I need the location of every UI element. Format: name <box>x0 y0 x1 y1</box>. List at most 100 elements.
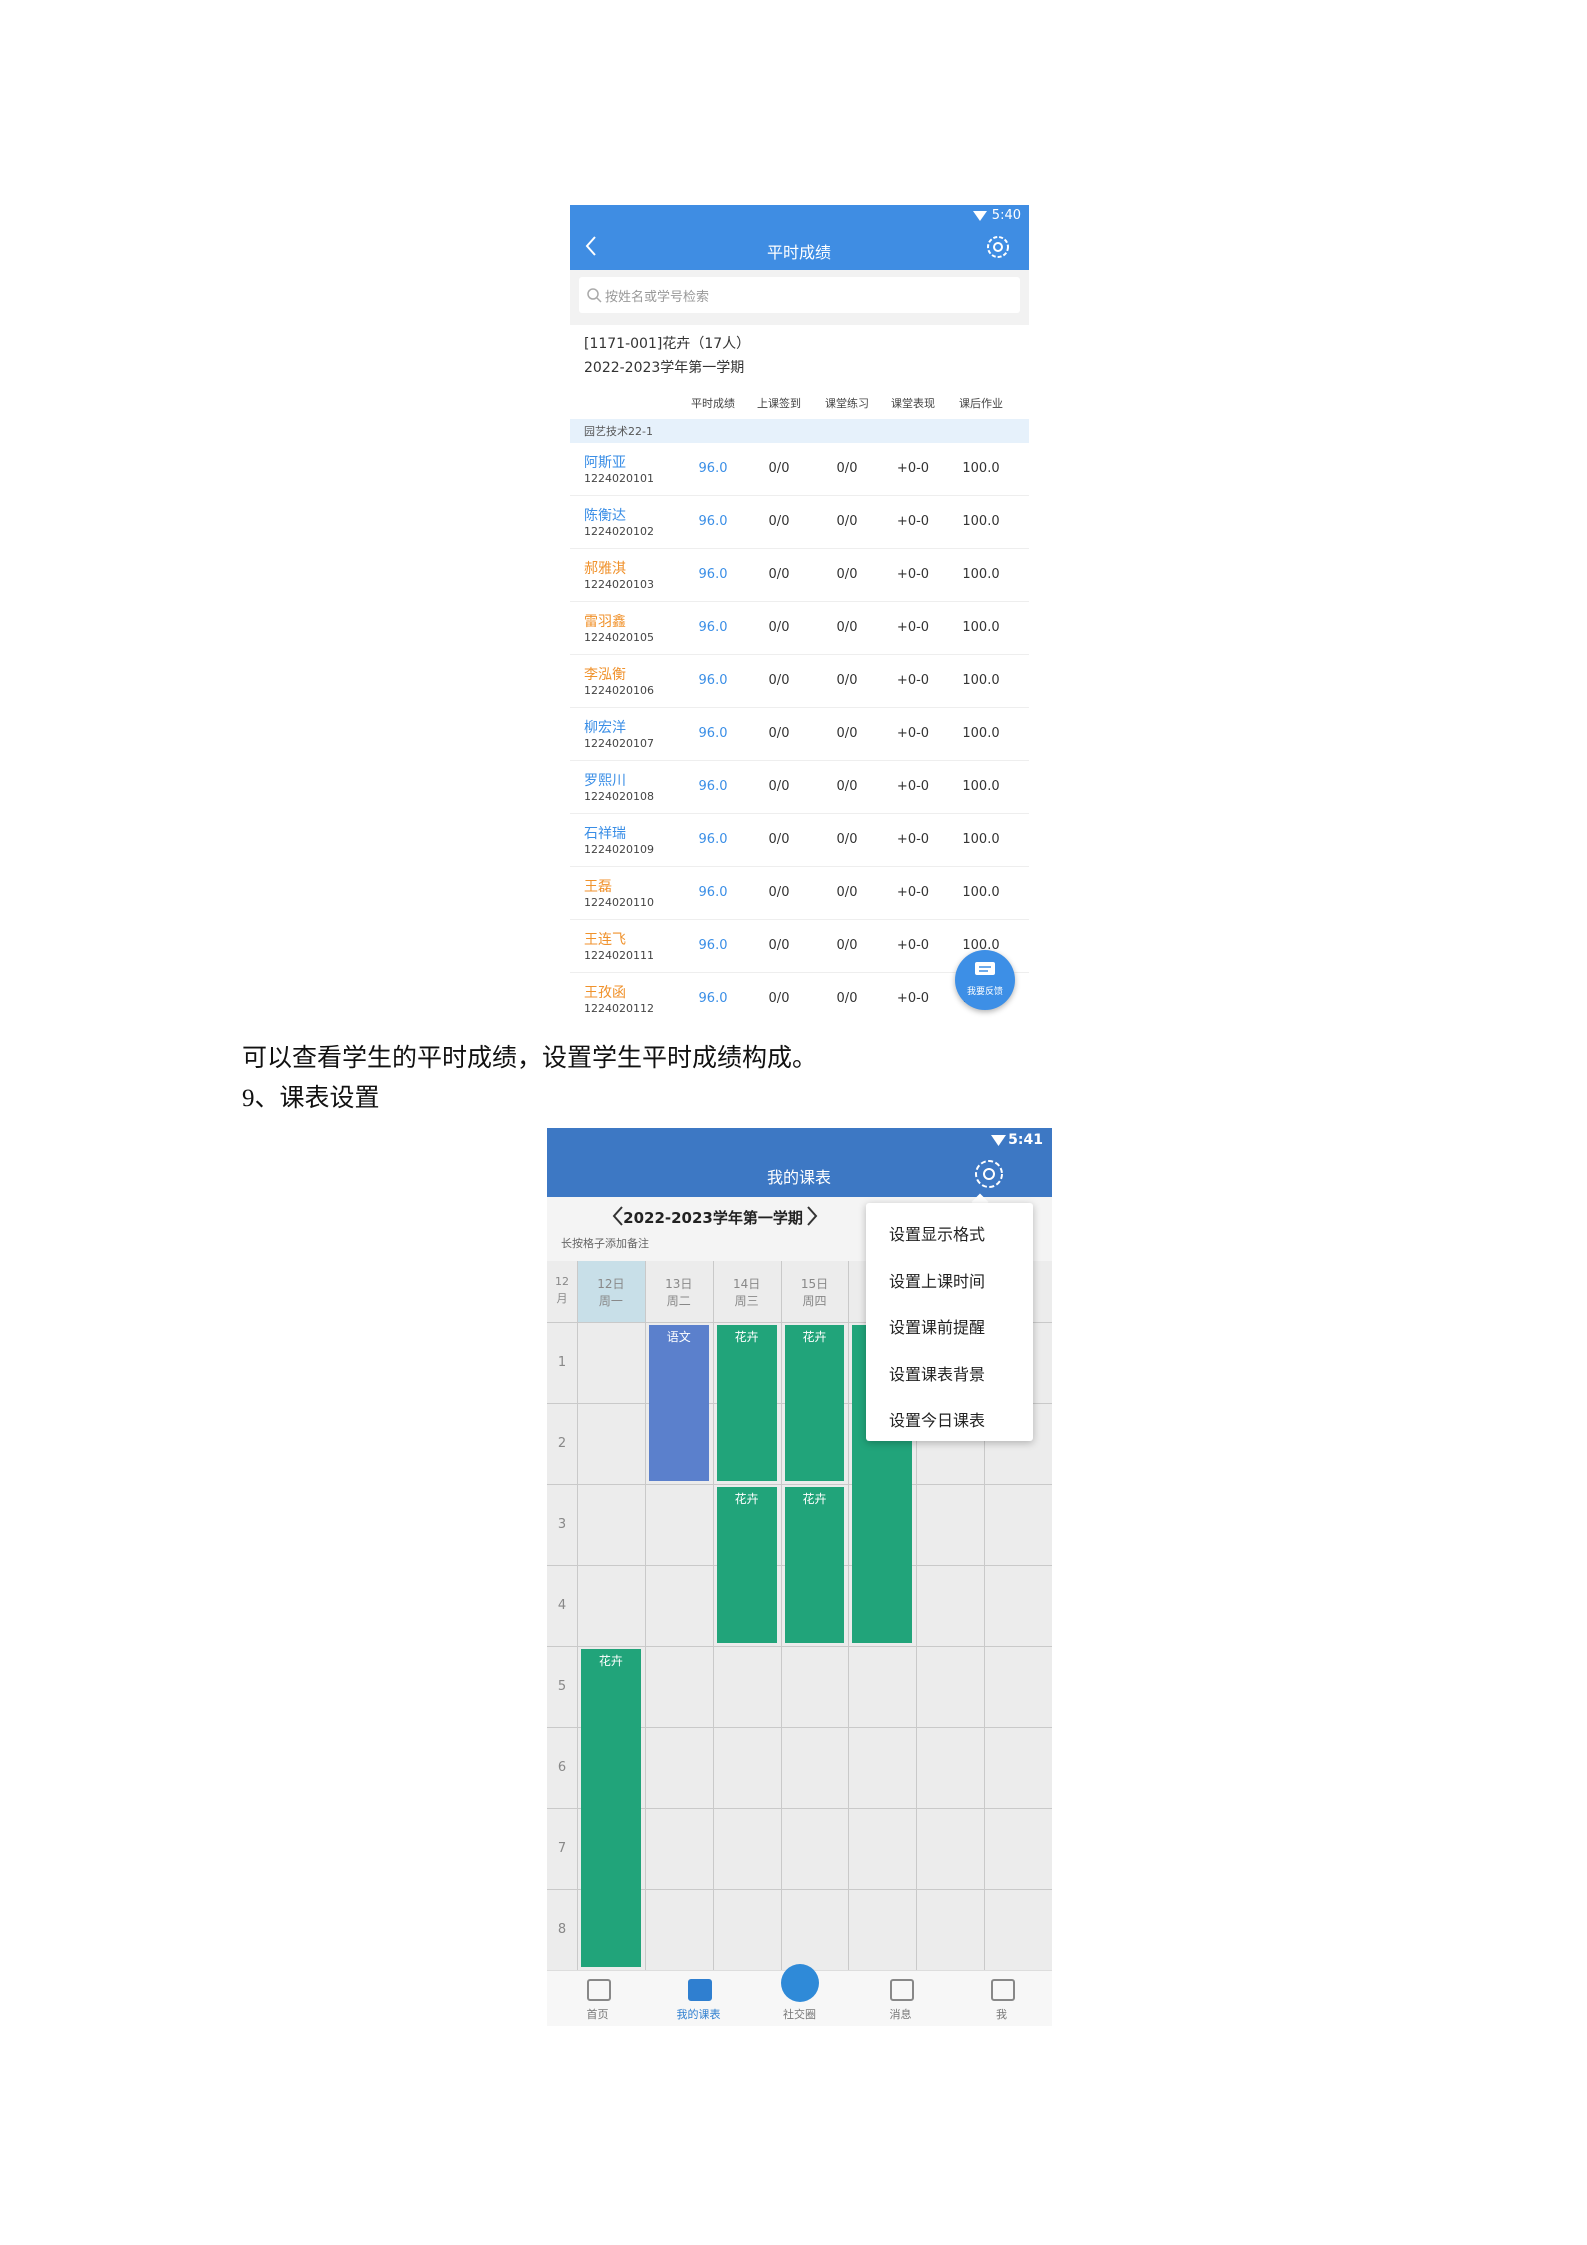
score-cell: 96.0 <box>698 620 728 635</box>
student-name[interactable]: 柳宏洋 <box>584 720 626 736</box>
term: 2022-2023学年第一学期 <box>623 1209 803 1227</box>
student-name[interactable]: 雷羽鑫 <box>584 614 626 630</box>
student-id: 1224020108 <box>584 790 654 803</box>
course-block[interactable]: 花卉 <box>716 1325 777 1481</box>
course-block[interactable]: 花卉 <box>784 1325 845 1481</box>
student-name[interactable]: 郝雅淇 <box>584 561 626 577</box>
prev-term[interactable] <box>611 1205 625 1227</box>
student-id: 1224020102 <box>584 525 654 538</box>
feedback-icon <box>975 962 995 975</box>
score-cell: 96.0 <box>698 938 728 953</box>
grid-line <box>644 1261 646 1970</box>
score-cell: 0/0 <box>836 567 858 582</box>
section-heading: 9、课表设置 <box>242 1085 380 1112</box>
group-bar <box>570 419 1029 443</box>
period-number: 8 <box>557 1922 567 1937</box>
wifi-icon <box>991 1135 1006 1146</box>
course-block[interactable]: 花卉 <box>716 1487 777 1643</box>
row-divider <box>570 601 1029 602</box>
day-date: 13日 <box>665 1277 693 1291</box>
student-id: 1224020105 <box>584 631 654 644</box>
course-block[interactable]: 花卉 <box>581 1649 641 1967</box>
student-name[interactable]: 石祥瑞 <box>584 826 626 842</box>
score-cell: 0/0 <box>768 726 790 741</box>
period-number: 5 <box>557 1679 567 1694</box>
student-id: 1224020106 <box>584 684 654 697</box>
course-info: [1171-001]花卉（17人） <box>584 336 751 352</box>
tab-label[interactable]: 首页 <box>586 2008 609 2021</box>
score-cell: 96.0 <box>698 885 728 900</box>
course-block[interactable]: 语文 <box>648 1325 709 1481</box>
menu-item[interactable]: 设置显示格式 <box>889 1225 986 1244</box>
screen-title: 平时成绩 <box>766 243 832 262</box>
feedback-label: 我要反馈 <box>966 987 1004 997</box>
app-header <box>547 1128 1052 1197</box>
student-name[interactable]: 王磊 <box>584 879 612 895</box>
score-cell: 96.0 <box>698 461 728 476</box>
score-cell: 0/0 <box>836 991 858 1006</box>
search-icon <box>587 288 602 303</box>
search-box[interactable] <box>579 277 1020 313</box>
student-name[interactable]: 李泓衡 <box>584 667 626 683</box>
back-button[interactable] <box>584 235 598 257</box>
score-cell: 100.0 <box>962 514 1000 529</box>
tab-label[interactable]: 社交圈 <box>783 2008 816 2021</box>
tab-icon[interactable] <box>687 1979 712 2001</box>
grid-line <box>577 1261 578 1970</box>
next-term[interactable] <box>805 1205 819 1227</box>
tab-label[interactable]: 消息 <box>889 2008 912 2021</box>
course-name: 花卉 <box>802 1492 827 1506</box>
status-time: 5:40 <box>991 208 1021 223</box>
student-id: 1224020109 <box>584 843 654 856</box>
score-cell: 0/0 <box>836 461 858 476</box>
settings-button[interactable] <box>972 1157 1006 1191</box>
score-cell: 0/0 <box>768 514 790 529</box>
period-number: 2 <box>557 1436 567 1451</box>
course-name: 语文 <box>666 1330 691 1344</box>
course-block[interactable]: 花卉 <box>784 1487 845 1643</box>
score-cell: 0/0 <box>768 885 790 900</box>
menu-item[interactable]: 设置课前提醒 <box>889 1318 986 1337</box>
feedback-button[interactable] <box>955 950 1015 1010</box>
row-divider <box>570 760 1029 761</box>
score-cell: +0-0 <box>896 567 930 582</box>
app-header <box>570 205 1029 270</box>
score-cell: 0/0 <box>836 726 858 741</box>
period-number: 4 <box>557 1598 567 1613</box>
score-cell: 0/0 <box>768 938 790 953</box>
student-id: 1224020112 <box>584 1002 654 1015</box>
row-divider <box>570 972 1029 973</box>
score-cell: 0/0 <box>768 991 790 1006</box>
caption: 可以查看学生的平时成绩，设置学生平时成绩构成。 <box>242 1045 818 1072</box>
score-cell: 96.0 <box>698 832 728 847</box>
score-cell: 100.0 <box>962 461 1000 476</box>
tab-icon[interactable] <box>586 1979 611 2001</box>
period-number: 7 <box>557 1841 567 1856</box>
grid-line <box>916 1261 918 1970</box>
score-cell: 96.0 <box>698 514 728 529</box>
tab-center-circle[interactable] <box>780 1964 819 2002</box>
day-weekday: 周一 <box>598 1294 623 1308</box>
score-cell: 100.0 <box>962 567 1000 582</box>
settings-button[interactable] <box>984 233 1012 261</box>
student-name[interactable]: 王连飞 <box>584 932 626 948</box>
tab-label[interactable]: 我 <box>996 2008 1007 2021</box>
student-name[interactable]: 陈衡达 <box>584 508 626 524</box>
period-number: 1 <box>557 1355 567 1370</box>
menu-item[interactable]: 设置上课时间 <box>889 1271 986 1291</box>
score-cell: +0-0 <box>896 726 930 741</box>
menu-item[interactable]: 设置今日课表 <box>889 1411 986 1430</box>
score-cell: 96.0 <box>698 991 728 1006</box>
menu-item[interactable]: 设置课表背景 <box>889 1364 986 1384</box>
student-name[interactable]: 罗熙川 <box>584 773 626 789</box>
tab-icon[interactable] <box>889 1979 914 2001</box>
student-name[interactable]: 王孜函 <box>584 985 626 1001</box>
day-weekday: 周二 <box>666 1294 691 1308</box>
student-id: 1224020103 <box>584 578 654 591</box>
month: 12 <box>555 1275 569 1288</box>
student-name[interactable]: 阿斯亚 <box>584 455 626 471</box>
tab-icon[interactable] <box>990 1979 1015 2001</box>
score-cell: 0/0 <box>768 620 790 635</box>
score-cell: 96.0 <box>698 673 728 688</box>
tab-label[interactable]: 我的课表 <box>676 2008 721 2021</box>
